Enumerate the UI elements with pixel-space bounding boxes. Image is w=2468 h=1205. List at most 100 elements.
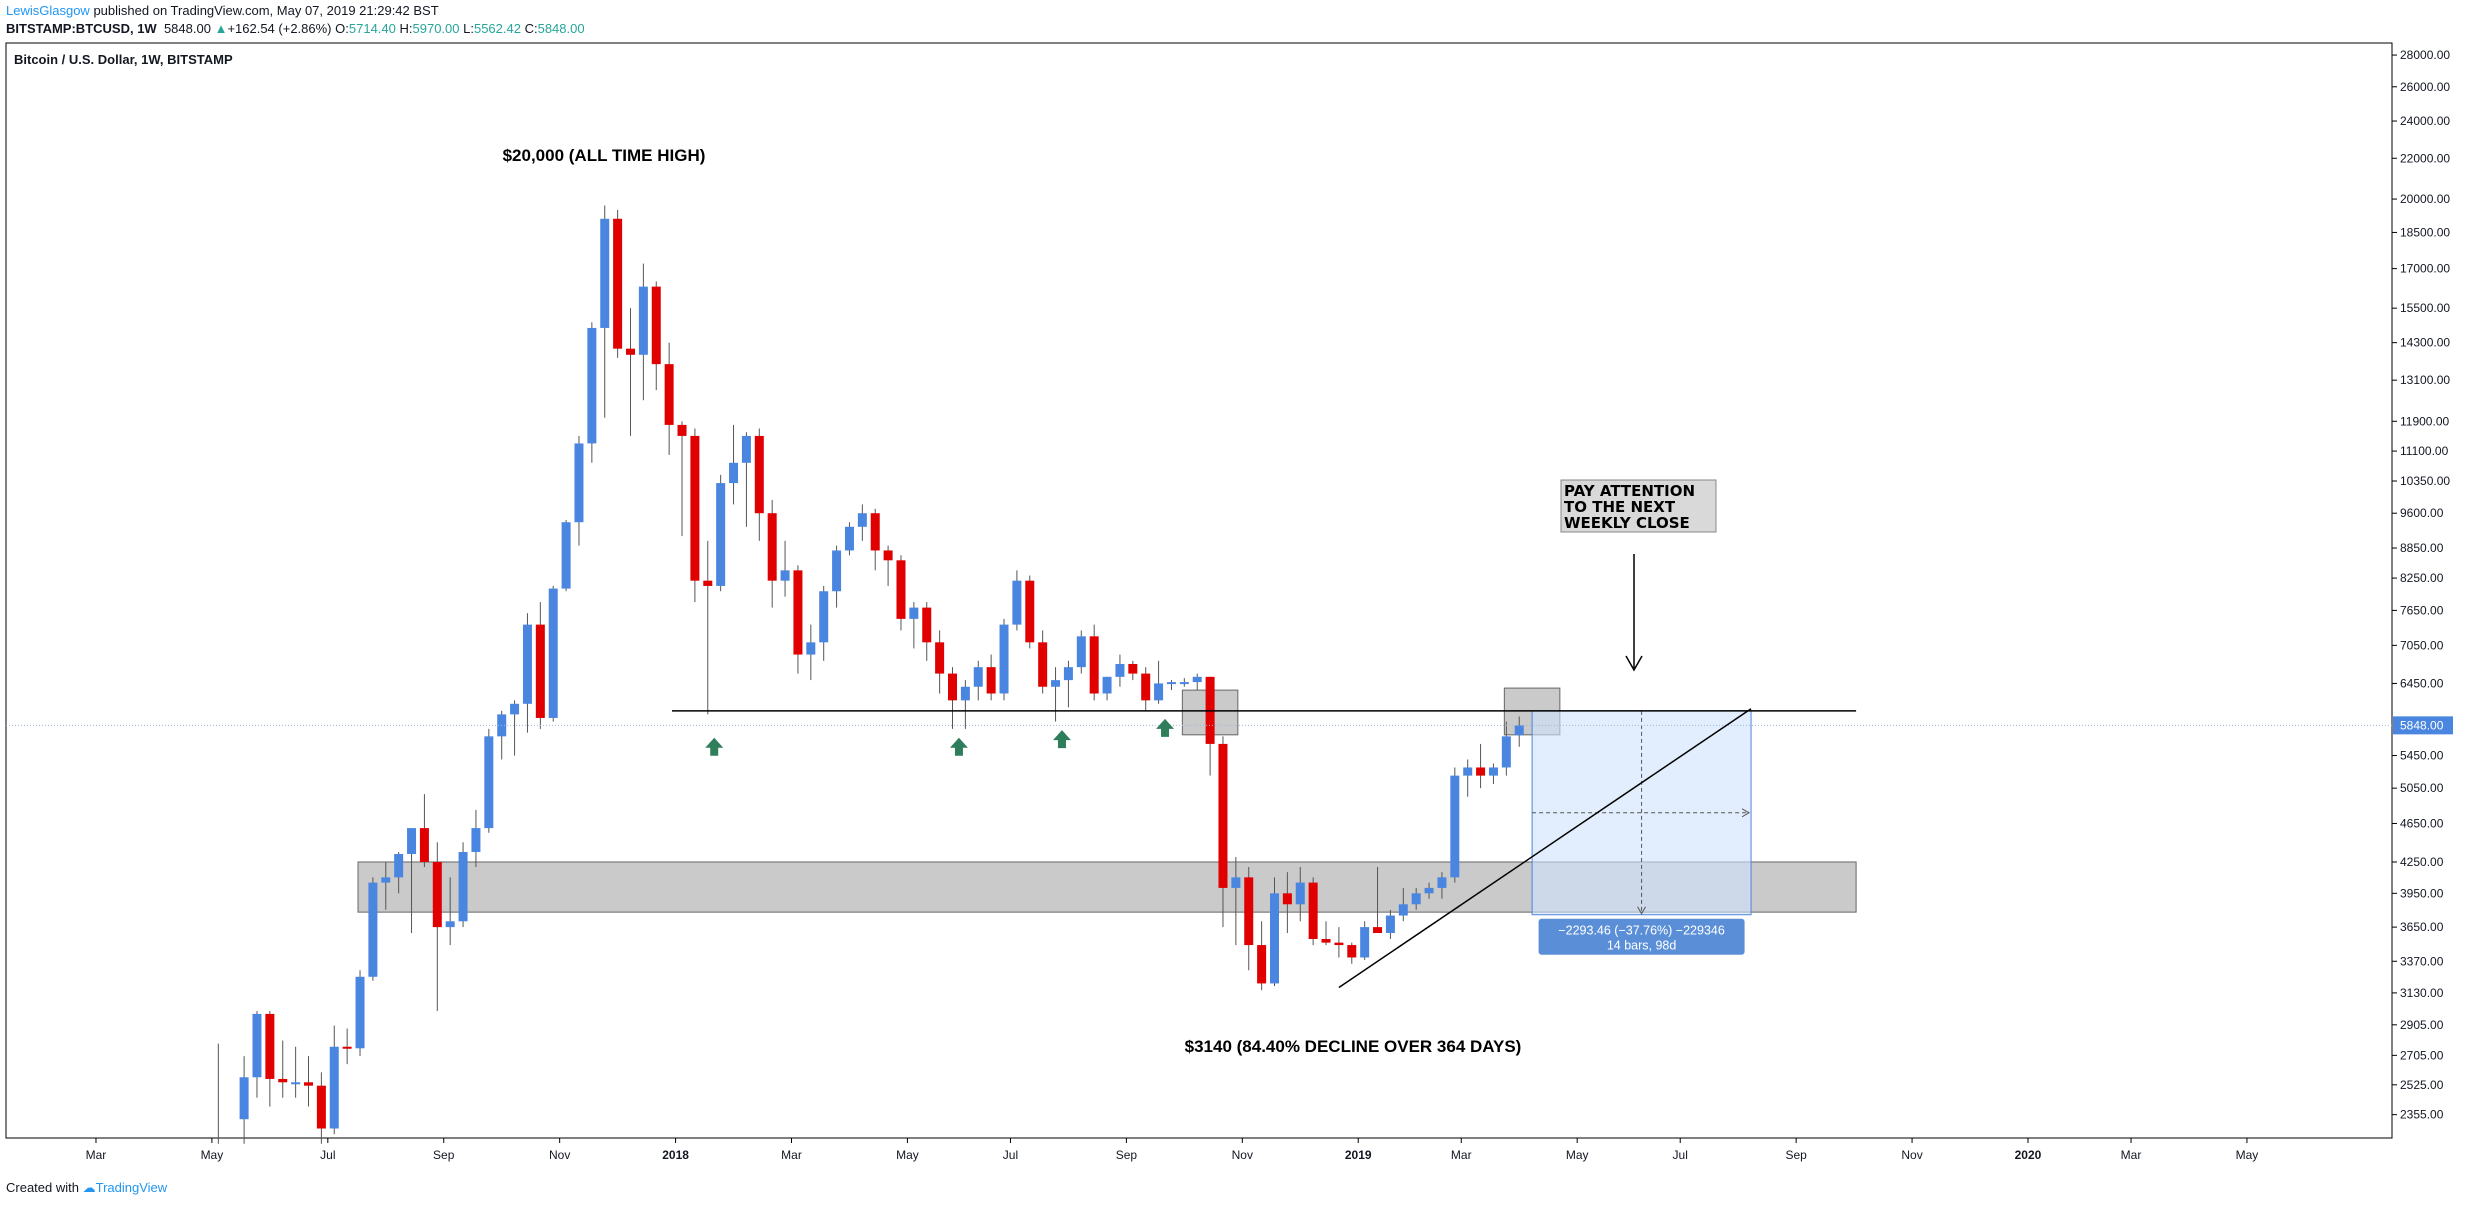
candle-down (793, 570, 803, 655)
time-tick-label: 2018 (662, 1148, 689, 1162)
candle-down (1347, 945, 1357, 958)
close-label: C: (524, 21, 538, 36)
candle-down (1321, 939, 1331, 943)
price-tick-label: 8850.00 (2400, 541, 2444, 555)
price-tick-label: 11900.00 (2400, 414, 2449, 428)
candle-up (548, 588, 558, 718)
measure-vertical-arrowhead (1637, 906, 1647, 915)
current-price-tag-label: 5848.00 (2400, 718, 2444, 732)
price-tick-label: 3130.00 (2400, 986, 2444, 1000)
high-label: H: (399, 21, 413, 36)
candle-down (948, 673, 957, 701)
price-tick-label: 8250.00 (2400, 571, 2444, 585)
candle-up (857, 513, 867, 527)
candle-down (342, 1046, 352, 1049)
time-tick-label: Mar (2121, 1148, 2142, 1162)
price-tick-label: 5450.00 (2400, 749, 2444, 763)
time-tick-label: Nov (1232, 1148, 1253, 1162)
candle-up (1231, 877, 1241, 888)
candle-up (844, 526, 854, 551)
price-chart[interactable]: Bitcoin / U.S. Dollar, 1W, BITSTAMP −229… (0, 0, 2468, 1180)
candle-up (1179, 682, 1189, 685)
callout-box (1560, 479, 1717, 533)
candle-up (587, 327, 597, 444)
candle-up (239, 1077, 249, 1120)
price-tick-label: 22000.00 (2400, 151, 2450, 165)
tradingview-brand[interactable]: TradingView (95, 1180, 168, 1195)
candle-up (1051, 680, 1061, 687)
candle-up (741, 435, 751, 463)
candle-up (638, 286, 648, 355)
candle-up (368, 882, 378, 977)
candle-down (664, 364, 674, 425)
candle-down (896, 560, 906, 619)
time-tick-label: 2020 (2015, 1148, 2042, 1162)
candle-up (574, 443, 584, 523)
candle-up (1012, 580, 1022, 625)
axes-layer: 28000.00 26000.00 24000.00 22000.00 20000.00… (86, 48, 2453, 1162)
candle-down (677, 424, 687, 436)
price-tick-label: 13100.00 (2400, 373, 2450, 387)
candle-down (922, 607, 932, 643)
time-tick-label: Mar (781, 1148, 802, 1162)
candle-down (613, 218, 623, 349)
candle-up (1192, 676, 1202, 683)
low-value: 5562.42 (473, 21, 521, 36)
candle-down (690, 435, 700, 581)
measure-label-bars: 14 bars, 98d (1607, 939, 1677, 953)
price-tick-label: 28000.00 (2400, 48, 2450, 62)
time-tick-label: Jul (1003, 1148, 1018, 1162)
time-tick-label: Mar (1451, 1148, 1472, 1162)
candle-down (1089, 636, 1099, 694)
price-tick-label: 2525.00 (2400, 1078, 2444, 1092)
price-tick-label: 26000.00 (2400, 80, 2450, 94)
price-tick-label: 11100.00 (2400, 444, 2449, 458)
candle-down (1244, 877, 1254, 946)
price-tick-label: 3370.00 (2400, 954, 2444, 968)
candle-up (291, 1082, 301, 1085)
candle-down (651, 286, 661, 365)
candle-up (1437, 877, 1447, 888)
measure-label-box (1538, 918, 1745, 955)
up-arrow-icon: ▲ (214, 21, 228, 36)
candle-up (445, 921, 455, 928)
current-price-tag (2393, 716, 2453, 735)
price-tick-label: 3950.00 (2400, 886, 2444, 900)
trend-line (1338, 708, 1752, 989)
candle-up (1488, 767, 1498, 776)
open-label: O: (335, 21, 349, 36)
tradingview-logo-icon: ☁ (82, 1180, 96, 1195)
candle-up (1501, 736, 1511, 768)
publish-text: published on TradingView.com, May 07, 20… (93, 3, 439, 18)
candle-down (1218, 743, 1228, 888)
last-price: 5848.00 (163, 21, 211, 36)
candle-up (407, 828, 417, 854)
created-with-text: Created with (6, 1180, 79, 1195)
symbol-info: BITSTAMP:BTCUSD, 1W 5848.00 ▲+162.54 (+2… (6, 21, 585, 37)
candle-up (729, 462, 739, 484)
candle-up (1115, 663, 1125, 677)
candle-down (703, 580, 713, 586)
price-change: +162.54 (+2.86%) (227, 21, 332, 36)
price-tick-label: 17000.00 (2400, 262, 2450, 276)
time-tick-label: May (1566, 1148, 1589, 1162)
candle-up (561, 522, 571, 589)
price-tick-label: 10350.00 (2400, 474, 2450, 488)
candle-up (999, 624, 1009, 694)
candle-down (1373, 927, 1383, 934)
candle-up (510, 703, 520, 715)
candle-down (935, 642, 945, 674)
candle-down (1257, 945, 1267, 984)
candle-down (1282, 893, 1292, 905)
candle-down (278, 1078, 288, 1083)
candle-down (1334, 942, 1344, 946)
low-label: L: (463, 21, 474, 36)
candle-down (1308, 882, 1318, 940)
green-up-arrow-icon (1052, 730, 1071, 749)
author-link[interactable]: LewisGlasgow (6, 3, 90, 18)
candle-up (329, 1046, 339, 1129)
time-tick-label: Sep (1785, 1148, 1807, 1162)
ath-annotation: $20,000 (ALL TIME HIGH) (503, 146, 706, 165)
candle-up (458, 852, 468, 922)
callout-line-2: TO THE NEXT (1564, 498, 1676, 516)
